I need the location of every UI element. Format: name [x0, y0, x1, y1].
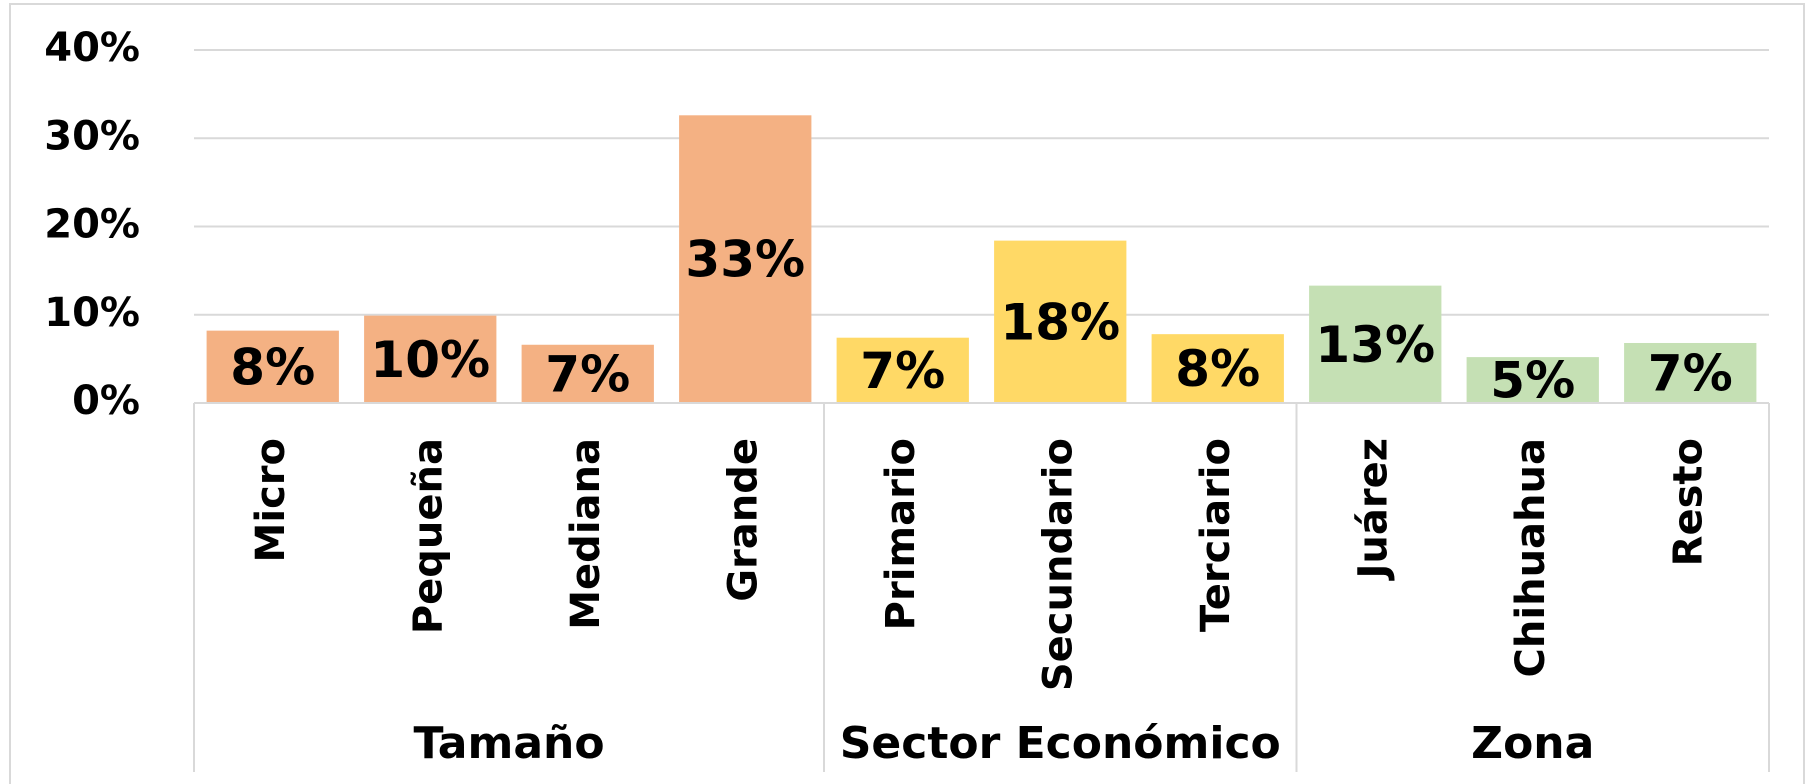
group-label: Zona: [1471, 718, 1594, 769]
chart-frame: [9, 3, 1805, 784]
bar: [1309, 285, 1442, 403]
x-tick-label: Secundario: [1035, 438, 1081, 691]
data-label: 10%: [370, 331, 490, 389]
data-label: 7%: [860, 342, 945, 400]
x-tick-label: Primario: [878, 438, 924, 630]
bar: [679, 115, 812, 404]
bar: [521, 344, 654, 403]
y-tick-label: 10%: [44, 290, 140, 336]
group-label: Sector Económico: [840, 718, 1281, 769]
y-tick-label: 40%: [44, 25, 140, 71]
bar: [1151, 334, 1284, 403]
data-label: 33%: [685, 231, 805, 289]
data-label: 7%: [1648, 344, 1733, 402]
data-label: 5%: [1490, 352, 1575, 410]
bar: [206, 330, 339, 403]
data-label: 18%: [1000, 293, 1120, 351]
x-tick-label: Terciario: [1193, 438, 1239, 632]
x-tick-label: Chihuahua: [1508, 438, 1554, 677]
x-tick-label: Grande: [720, 438, 766, 602]
x-tick-label: Juárez: [1350, 438, 1396, 582]
data-label: 13%: [1315, 316, 1435, 374]
bar: [836, 337, 969, 403]
y-tick-label: 30%: [44, 113, 140, 159]
x-tick-label: Micro: [248, 438, 294, 562]
data-label: 7%: [545, 345, 630, 403]
bar: [1624, 342, 1757, 403]
data-label: 8%: [1175, 340, 1260, 398]
bar: [994, 240, 1127, 403]
bar: [364, 315, 497, 403]
y-tick-label: 0%: [72, 378, 140, 424]
x-tick-label: Resto: [1665, 438, 1711, 566]
x-tick-label: Pequeña: [405, 438, 451, 634]
group-label: Tamaño: [413, 718, 604, 769]
bar: [1466, 357, 1599, 403]
y-tick-label: 20%: [44, 202, 140, 248]
x-tick-label: Mediana: [563, 438, 609, 630]
data-label: 8%: [230, 338, 315, 396]
